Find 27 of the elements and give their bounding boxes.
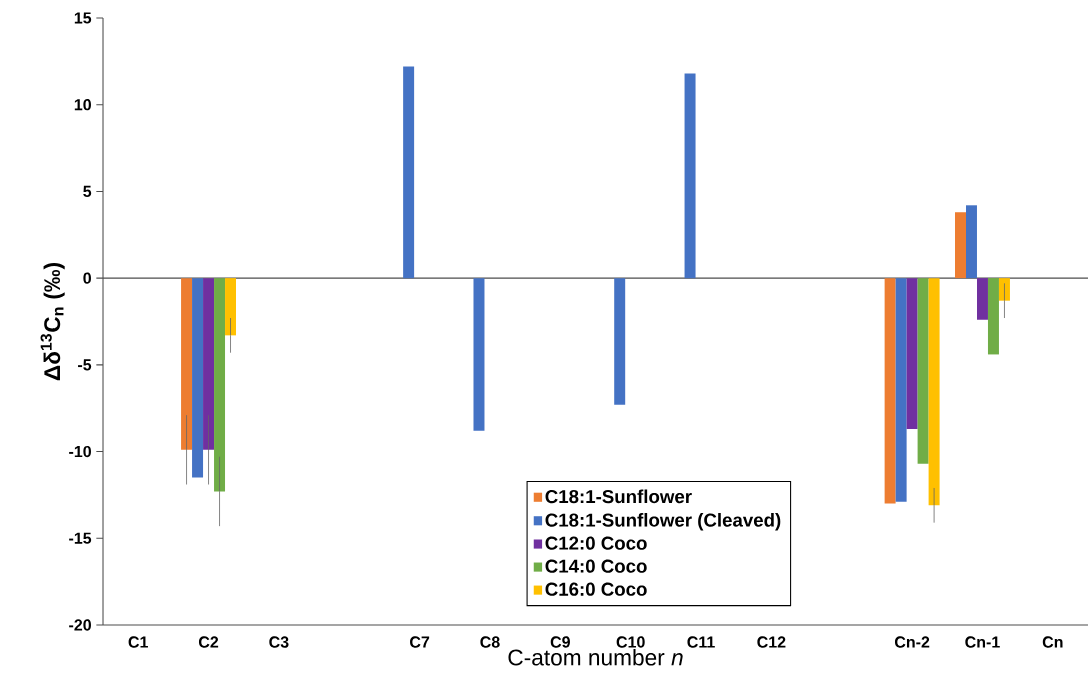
legend-label: C18:1-Sunflower [545,489,692,504]
x-tick-label: Cn [1042,636,1063,648]
x-tick-label: C7 [410,636,430,648]
y-tick-label: -10 [69,445,91,458]
y-tick-label: 0 [83,272,91,284]
x-tick-label: C10 [616,636,645,648]
x-tick-label: Cn-2 [894,636,930,648]
x-axis-title: C-atom number n [508,648,683,666]
legend-label: C12:0 Coco [545,536,647,550]
y-tick-label: 10 [74,99,91,111]
x-tick-label: C1 [128,636,148,648]
x-tick-label: C2 [198,636,219,648]
y-axis-title: Δδ$^{13}$C$_{n}$ (‰) [40,263,65,381]
y-tick-label: -5 [78,359,92,371]
y-tick-label: 5 [83,185,92,197]
legend-label: C16:0 Coco [545,582,647,596]
x-tick-label: Cn-1 [965,636,1000,648]
y-tick-label: 15 [74,12,92,24]
y-tick-label: -20 [69,619,91,631]
x-tick-label: C11 [687,636,715,648]
x-tick-label: C12 [757,636,786,648]
legend-label: C18:1-Sunflower (Cleaved) [545,513,781,531]
x-tick-label: C9 [550,636,570,648]
y-tick-label: -15 [69,532,92,544]
legend-label: C14:0 Coco [545,559,647,573]
x-tick-label: C3 [269,636,289,648]
x-tick-label: C8 [480,636,500,648]
